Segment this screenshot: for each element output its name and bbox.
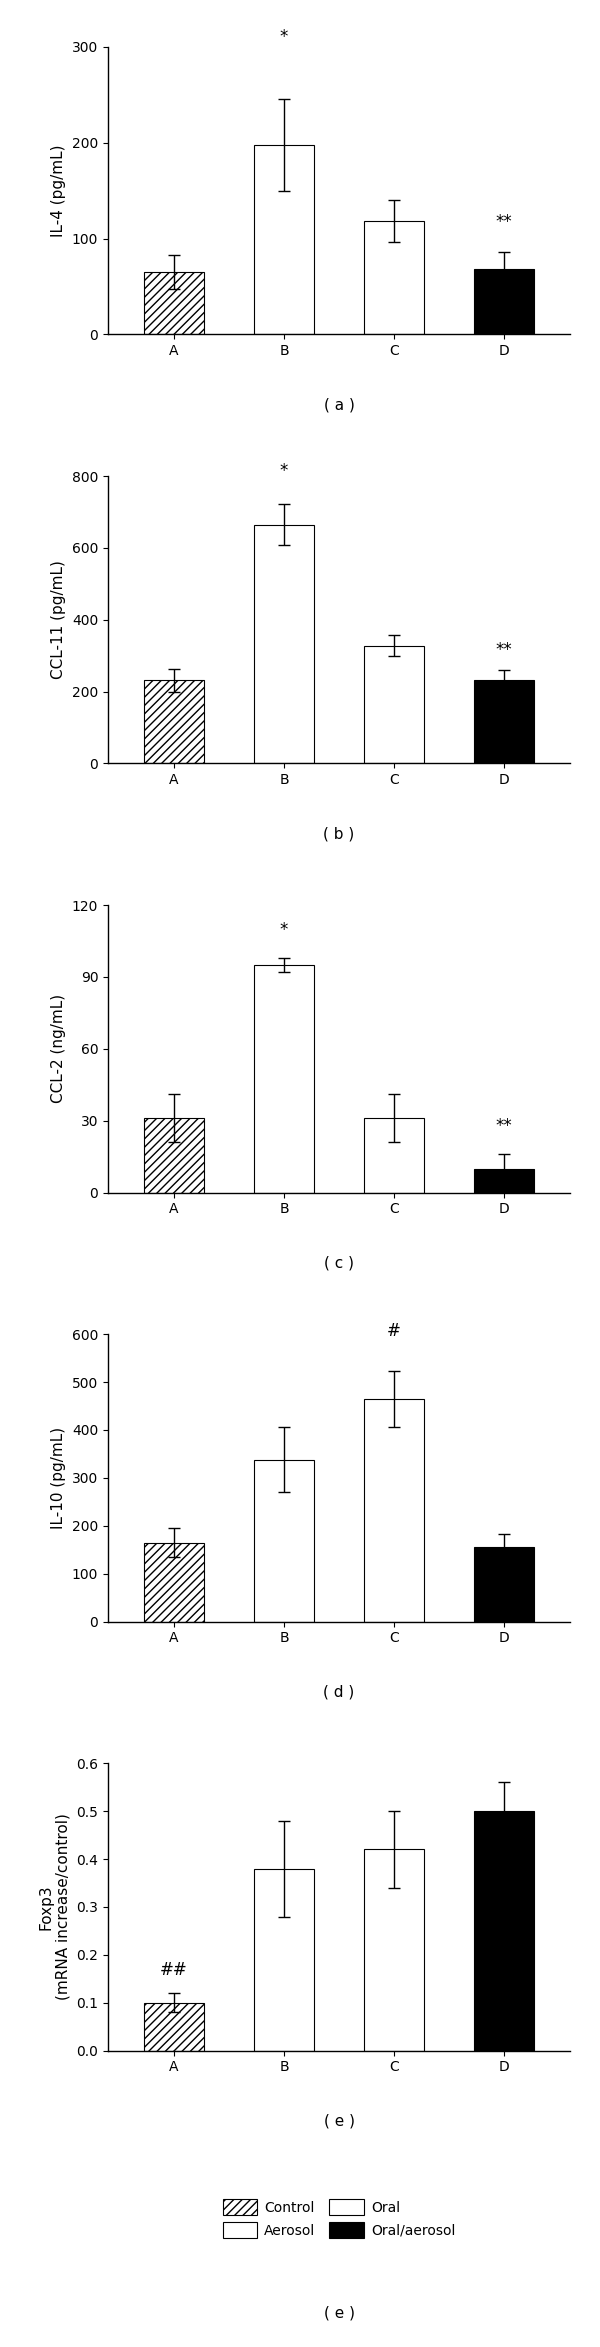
- Bar: [364, 1849, 424, 2051]
- Y-axis label: CCL-2 (ng/mL): CCL-2 (ng/mL): [52, 995, 67, 1103]
- Text: *: *: [280, 28, 288, 47]
- Text: *: *: [280, 920, 288, 939]
- Y-axis label: Foxp3
(mRNA increase/control): Foxp3 (mRNA increase/control): [38, 1814, 71, 2000]
- Bar: [364, 221, 424, 333]
- Bar: [144, 681, 204, 763]
- Bar: [254, 965, 314, 1192]
- Text: ( b ): ( b ): [323, 826, 355, 843]
- Bar: [144, 272, 204, 333]
- Text: ##: ##: [160, 1960, 188, 1979]
- Bar: [254, 1868, 314, 2051]
- Text: **: **: [496, 1117, 512, 1136]
- Bar: [474, 681, 534, 763]
- Text: ( e ): ( e ): [323, 2115, 355, 2129]
- Text: ( c ): ( c ): [324, 1256, 354, 1270]
- Y-axis label: IL-10 (pg/mL): IL-10 (pg/mL): [52, 1427, 67, 1528]
- Bar: [144, 1542, 204, 1622]
- Bar: [474, 1169, 534, 1192]
- Bar: [474, 1547, 534, 1622]
- Text: *: *: [280, 462, 288, 481]
- Text: **: **: [496, 214, 512, 230]
- Y-axis label: CCL-11 (pg/mL): CCL-11 (pg/mL): [52, 561, 67, 678]
- Bar: [254, 146, 314, 333]
- Bar: [144, 1117, 204, 1192]
- Text: ( a ): ( a ): [323, 397, 355, 413]
- Legend: Control, Aerosol, Oral, Oral/aerosol: Control, Aerosol, Oral, Oral/aerosol: [223, 2199, 455, 2239]
- Bar: [474, 1812, 534, 2051]
- Y-axis label: IL-4 (pg/mL): IL-4 (pg/mL): [52, 146, 67, 237]
- Text: **: **: [496, 641, 512, 660]
- Bar: [254, 523, 314, 763]
- Bar: [474, 270, 534, 333]
- Text: ( d ): ( d ): [323, 1685, 355, 1699]
- Text: #: #: [387, 1321, 401, 1340]
- Bar: [364, 1117, 424, 1192]
- Bar: [364, 1399, 424, 1622]
- Bar: [254, 1460, 314, 1622]
- Text: ( e ): ( e ): [323, 2305, 355, 2321]
- Bar: [364, 645, 424, 763]
- Bar: [144, 2002, 204, 2051]
